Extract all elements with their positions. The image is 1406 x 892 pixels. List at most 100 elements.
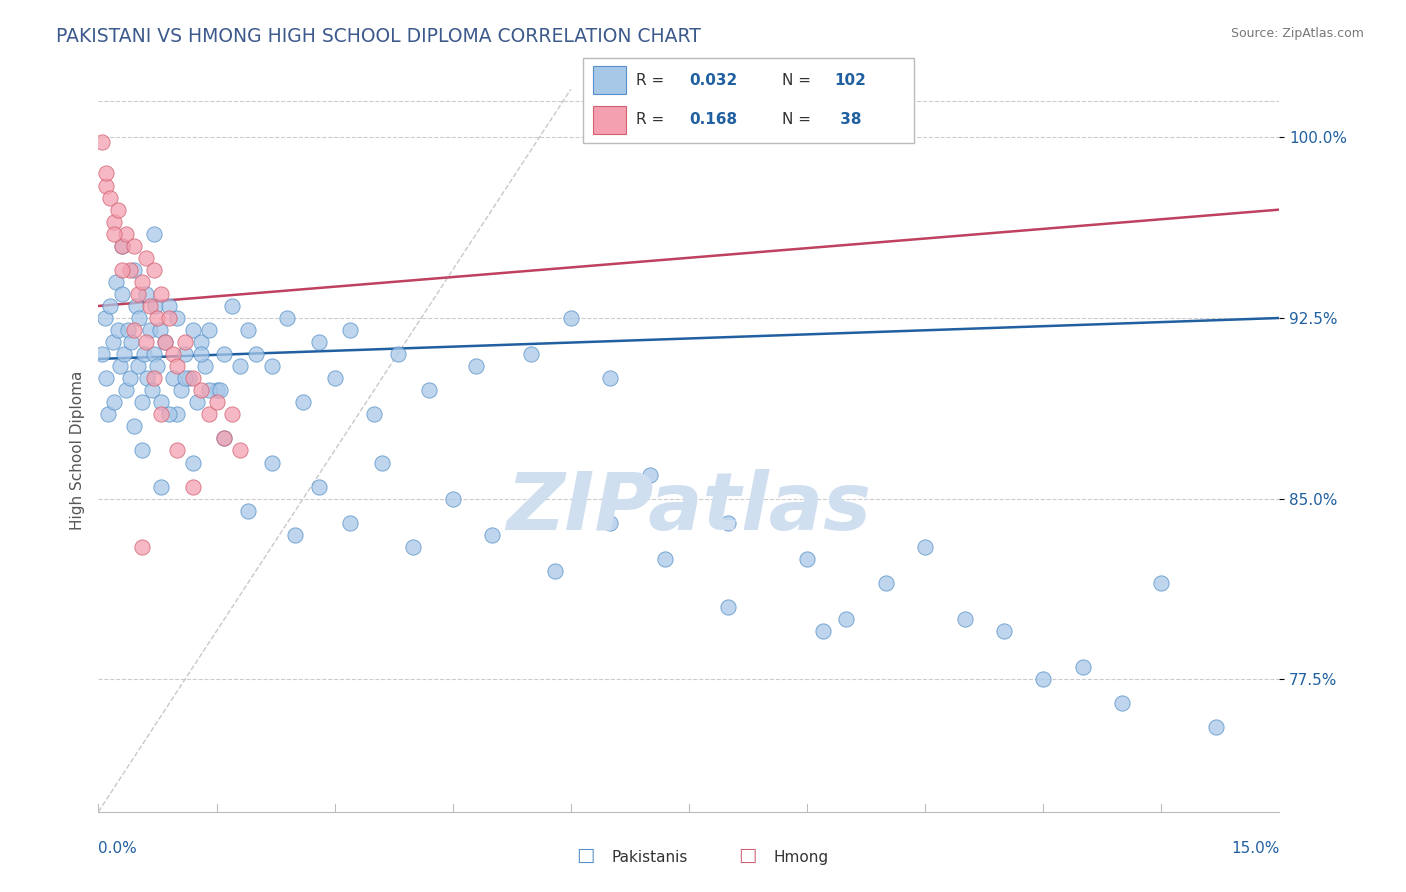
Point <box>181 456 204 470</box>
Text: 0.032: 0.032 <box>689 72 738 87</box>
Point <box>914 540 936 554</box>
Point <box>166 359 188 373</box>
Point <box>197 323 219 337</box>
Point <box>101 335 124 350</box>
Point <box>122 263 145 277</box>
Text: □: □ <box>576 847 595 865</box>
Text: Source: ZipAtlas.com: Source: ZipAtlas.com <box>1230 27 1364 40</box>
Point <box>1150 576 1173 591</box>
Point <box>197 383 219 397</box>
Point <box>323 371 346 385</box>
Point <box>146 359 169 373</box>
Point <box>229 443 252 458</box>
Point <box>638 467 661 482</box>
Point <box>544 564 567 578</box>
Point <box>339 323 361 337</box>
Point <box>141 383 163 397</box>
Point <box>122 419 145 434</box>
Point <box>157 407 180 422</box>
Text: N =: N = <box>782 112 811 128</box>
Point <box>93 310 115 325</box>
Point <box>150 287 173 301</box>
Point <box>98 190 121 204</box>
Point <box>796 551 818 566</box>
Point <box>174 347 197 361</box>
Point <box>190 335 212 350</box>
Text: Pakistanis: Pakistanis <box>612 850 688 865</box>
Point <box>149 323 172 337</box>
Point <box>284 527 307 541</box>
Point <box>181 480 204 494</box>
Point <box>221 299 243 313</box>
Point <box>96 371 118 385</box>
Point <box>260 359 283 373</box>
Point <box>111 287 134 301</box>
Point <box>135 287 157 301</box>
Point <box>418 383 440 397</box>
FancyBboxPatch shape <box>583 58 914 143</box>
Point <box>118 263 141 277</box>
Point <box>131 540 153 554</box>
Point <box>371 456 394 470</box>
Point <box>157 310 180 325</box>
Point <box>162 371 184 385</box>
Text: R =: R = <box>637 72 665 87</box>
Point <box>122 238 145 252</box>
Point <box>181 371 204 385</box>
Point <box>115 383 138 397</box>
Point <box>96 166 118 180</box>
Point <box>166 443 188 458</box>
Point <box>717 600 740 615</box>
Point <box>811 624 834 638</box>
Point <box>209 383 232 397</box>
Point <box>520 347 543 361</box>
Point <box>107 323 129 337</box>
Point <box>131 395 153 409</box>
Point <box>654 551 676 566</box>
Point <box>103 227 125 241</box>
Point <box>98 299 121 313</box>
Point <box>186 395 208 409</box>
Text: ZIPatlas: ZIPatlas <box>506 469 872 548</box>
Text: 0.168: 0.168 <box>689 112 737 128</box>
Point <box>111 238 134 252</box>
Point <box>236 323 259 337</box>
Point <box>146 310 169 325</box>
Point <box>236 503 259 517</box>
Point <box>245 347 267 361</box>
Point <box>142 227 165 241</box>
Text: N =: N = <box>782 72 811 87</box>
Point <box>122 323 145 337</box>
Point <box>205 395 228 409</box>
Point <box>150 407 173 422</box>
Point <box>441 491 464 506</box>
Point <box>155 335 177 350</box>
Point <box>135 251 157 265</box>
Point <box>465 359 488 373</box>
Point <box>402 540 425 554</box>
Point <box>387 347 409 361</box>
Point <box>560 310 582 325</box>
Point <box>162 347 184 361</box>
Point <box>221 407 243 422</box>
Point <box>194 359 217 373</box>
Point <box>190 383 212 397</box>
Point <box>993 624 1015 638</box>
Point <box>308 335 330 350</box>
Point <box>150 395 173 409</box>
Point <box>276 310 298 325</box>
Point <box>214 431 236 445</box>
Point <box>127 287 149 301</box>
Point <box>157 299 180 313</box>
Text: 38: 38 <box>835 112 860 128</box>
Point <box>1111 697 1133 711</box>
Point <box>197 407 219 422</box>
Point <box>136 371 159 385</box>
Point <box>174 371 197 385</box>
Point <box>143 299 166 313</box>
Text: PAKISTANI VS HMONG HIGH SCHOOL DIPLOMA CORRELATION CHART: PAKISTANI VS HMONG HIGH SCHOOL DIPLOMA C… <box>56 27 702 45</box>
Point <box>308 480 330 494</box>
Point <box>1032 673 1054 687</box>
Point <box>91 347 114 361</box>
Point <box>363 407 385 422</box>
